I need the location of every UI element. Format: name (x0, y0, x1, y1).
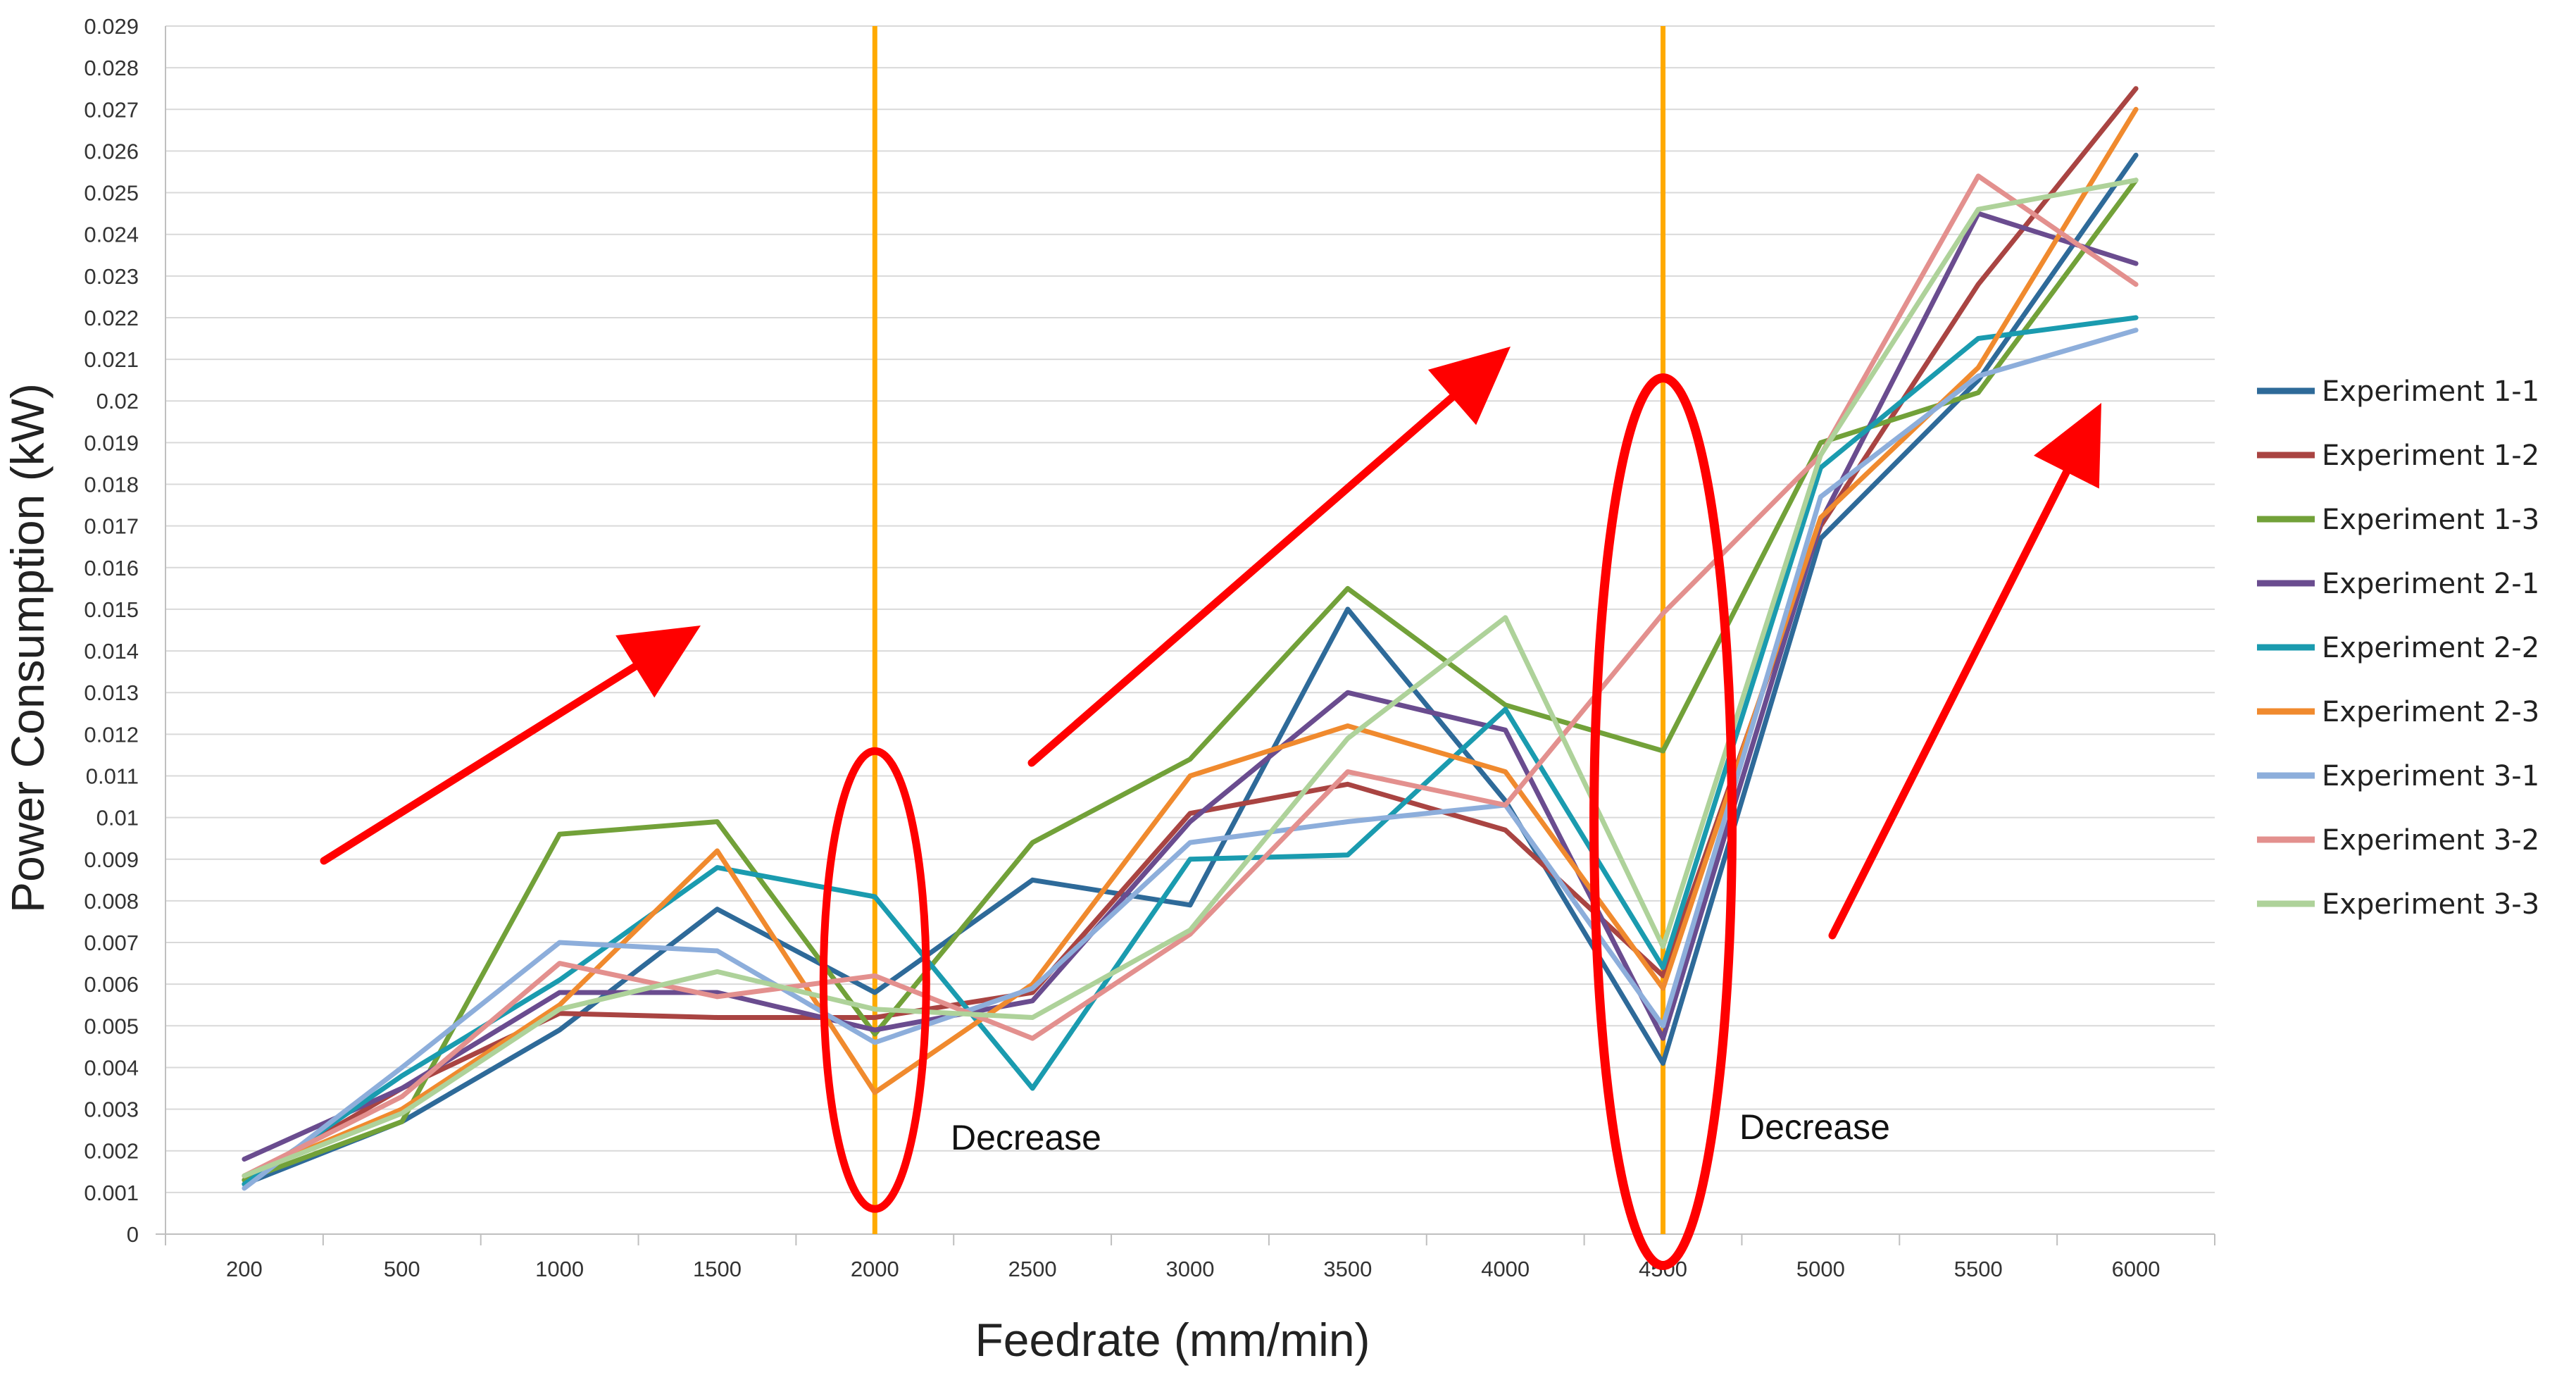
legend-label: Experiment 2-3 (2322, 696, 2539, 728)
legend-label: Experiment 3-3 (2322, 888, 2539, 921)
y-tick-label: 0.008 (84, 889, 139, 914)
y-tick-label: 0.026 (84, 139, 139, 163)
y-tick-label: 0.01 (96, 806, 139, 830)
legend-label: Experiment 2-2 (2322, 632, 2539, 664)
y-tick-label: 0.024 (84, 223, 139, 247)
x-tick-label: 1500 (693, 1257, 742, 1281)
x-tick-label: 2000 (851, 1257, 899, 1281)
y-tick-label: 0.002 (84, 1139, 139, 1164)
y-tick-label: 0.015 (84, 597, 139, 622)
legend-label: Experiment 1-3 (2322, 504, 2539, 536)
legend-label: Experiment 1-2 (2322, 440, 2539, 472)
y-axis-ticks: 0 0.001 0.002 0.003 0.004 0.005 0.006 0.007 0.00… (84, 14, 139, 1247)
series-lines (242, 86, 2139, 1191)
y-tick-label: 0.028 (84, 56, 139, 80)
y-tick-label: 0.009 (84, 847, 139, 872)
x-tick-label: 200 (226, 1257, 263, 1281)
x-tick-label: 4000 (1481, 1257, 1530, 1281)
trend-arrow-1-head (615, 626, 701, 698)
x-tick-label: 6000 (2112, 1257, 2161, 1281)
y-tick-label: 0.012 (84, 722, 139, 747)
marker-lines (872, 26, 1666, 1234)
series-line-experiment-2-2 (242, 315, 2139, 1187)
legend: Experiment 1-1 Experiment 1-2 Experiment 1… (2257, 375, 2539, 921)
legend-label: Experiment 1-1 (2322, 375, 2539, 408)
x-tick-label: 3000 (1166, 1257, 1215, 1281)
series-line-experiment-2-3 (242, 106, 2139, 1178)
y-tick-label: 0.004 (84, 1055, 139, 1080)
trend-arrow-2-head (1427, 347, 1511, 425)
annotation-decrease-1: Decrease (951, 1118, 1101, 1157)
y-tick-label: 0.003 (84, 1097, 139, 1122)
x-tick-label: 500 (384, 1257, 420, 1281)
y-axis-title: Power Consumption (kW) (1, 383, 54, 913)
highlight-shapes (320, 347, 2101, 1271)
y-tick-label: 0.025 (84, 181, 139, 206)
y-tick-label: 0.007 (84, 931, 139, 955)
series-line-experiment-1-1 (242, 152, 2139, 1187)
y-tick-label: 0.006 (84, 972, 139, 997)
annotation-decrease-2: Decrease (1739, 1107, 1890, 1147)
y-tick-label: 0.017 (84, 514, 139, 539)
axes (156, 26, 2215, 1235)
legend-label: Experiment 2-1 (2322, 568, 2539, 600)
highlight-ellipse-2000 (819, 747, 930, 1213)
series-line-experiment-1-3 (242, 178, 2139, 1183)
y-tick-label: 0.023 (84, 264, 139, 289)
series-line-experiment-3-3 (242, 178, 2139, 1178)
series-line-experiment-2-1 (242, 211, 2139, 1162)
trend-arrow-3-shaft (1828, 468, 2070, 940)
y-tick-label: 0.027 (84, 97, 139, 122)
x-tick-label: 1000 (535, 1257, 584, 1281)
y-tick-label: 0.016 (84, 556, 139, 580)
trend-arrow-3-head (2034, 403, 2101, 489)
y-tick-label: 0.018 (84, 473, 139, 497)
legend-label: Experiment 3-1 (2322, 760, 2539, 792)
x-tick-label: 2500 (1008, 1257, 1057, 1281)
y-tick-label: 0.014 (84, 639, 139, 664)
y-tick-label: 0.001 (84, 1181, 139, 1205)
legend-label: Experiment 3-2 (2322, 824, 2539, 857)
y-tick-label: 0.022 (84, 306, 139, 330)
y-tick-label: 0 (127, 1222, 139, 1247)
x-axis-ticks: 200 500 1000 1500 2000 2500 3000 3500 4000 4500 50… (165, 1234, 2215, 1281)
x-axis-title: Feedrate (mm/min) (975, 1314, 1370, 1366)
y-tick-label: 0.013 (84, 680, 139, 705)
y-tick-label: 0.019 (84, 430, 139, 455)
x-tick-label: 5500 (1954, 1257, 2003, 1281)
x-tick-label: 5000 (1796, 1257, 1845, 1281)
x-tick-label: 3500 (1323, 1257, 1372, 1281)
trend-arrow-1-shaft (320, 662, 639, 865)
trend-arrow-2-shaft (1027, 393, 1456, 767)
y-tick-label: 0.005 (84, 1014, 139, 1038)
y-tick-label: 0.011 (86, 764, 139, 788)
series-line-experiment-1-2 (242, 86, 2139, 1183)
y-tick-label: 0.02 (96, 389, 139, 413)
y-tick-label: 0.021 (84, 347, 139, 372)
y-tick-label: 0.029 (84, 14, 139, 39)
series-line-experiment-3-1 (242, 328, 2139, 1191)
highlight-ellipse-4500 (1589, 373, 1737, 1271)
